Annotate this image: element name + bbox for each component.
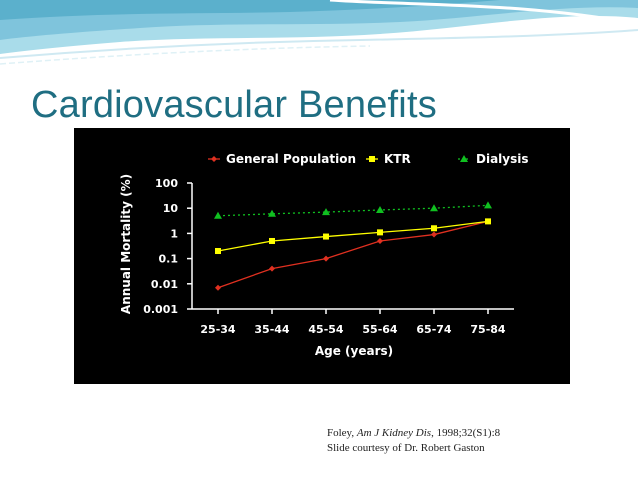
chart-panel: General Population KTR Dialysis 100 10 1 0.1 0…	[74, 128, 570, 384]
slide-title: Cardiovascular Benefits	[31, 84, 437, 126]
x-tick-label: 25-34	[200, 323, 236, 336]
legend-item: KTR	[366, 152, 411, 166]
x-tick-label: 35-44	[254, 323, 290, 336]
x-axis-label: Age (years)	[315, 344, 393, 358]
legend-marker	[211, 156, 217, 162]
data-point	[431, 231, 437, 238]
data-point	[377, 229, 383, 236]
y-tick-label: 0.001	[143, 303, 178, 316]
mortality-chart: General Population KTR Dialysis 100 10 1 0.1 0…	[119, 152, 529, 358]
series-ktr	[215, 218, 491, 255]
citation-journal: Am J Kidney Dis	[356, 427, 432, 439]
data-point	[215, 284, 221, 291]
data-point	[323, 255, 329, 262]
data-point	[430, 204, 438, 212]
data-point	[376, 205, 384, 213]
y-tick-label: 1	[170, 227, 178, 240]
legend-marker	[369, 156, 375, 162]
x-tick-label: 45-54	[308, 323, 344, 336]
data-point	[377, 237, 383, 244]
chart-series	[214, 201, 492, 291]
legend-item: General Population	[208, 152, 356, 166]
data-point	[485, 218, 491, 225]
data-point	[268, 209, 276, 217]
data-point	[269, 265, 275, 272]
y-tick-label: 0.01	[151, 278, 178, 291]
series-line	[217, 204, 489, 217]
data-point	[484, 201, 492, 209]
y-tick-label: 100	[155, 177, 178, 190]
courtesy-line: Slide courtesy of Dr. Robert Gaston	[327, 442, 485, 454]
legend-item: Dialysis	[458, 152, 529, 166]
y-axis-label: Annual Mortality (%)	[119, 174, 133, 314]
legend-label: KTR	[384, 152, 411, 166]
data-point	[269, 237, 275, 244]
data-point	[215, 248, 221, 255]
y-tick-label: 10	[163, 202, 179, 215]
data-point	[214, 211, 222, 219]
data-point	[322, 208, 330, 216]
x-tick-label: 55-64	[362, 323, 398, 336]
citation-line: Foley, Am J Kidney Dis, 1998;32(S1):8	[327, 426, 500, 441]
chart-axes: 100 10 1 0.1 0.01 0.001 25-34 35-44 45-54 55-64 65…	[143, 177, 514, 336]
legend-label: Dialysis	[476, 152, 529, 166]
series-line	[217, 220, 489, 289]
data-point	[431, 225, 437, 232]
citation-author: Foley,	[327, 427, 357, 439]
x-tick-label: 65-74	[416, 323, 452, 336]
series-general-population	[215, 218, 491, 291]
chart-legend: General Population KTR Dialysis	[208, 152, 529, 166]
series-line	[217, 220, 489, 252]
legend-marker	[460, 155, 468, 162]
series-dialysis	[214, 201, 492, 219]
x-tick-label: 75-84	[470, 323, 506, 336]
legend-label: General Population	[226, 152, 356, 166]
citation-details: , 1998;32(S1):8	[431, 427, 501, 439]
header-wave-decoration	[0, 0, 638, 65]
y-tick-label: 0.1	[159, 253, 179, 266]
citation-caption: Foley, Am J Kidney Dis, 1998;32(S1):8 Sl…	[327, 426, 500, 456]
data-point	[323, 233, 329, 240]
